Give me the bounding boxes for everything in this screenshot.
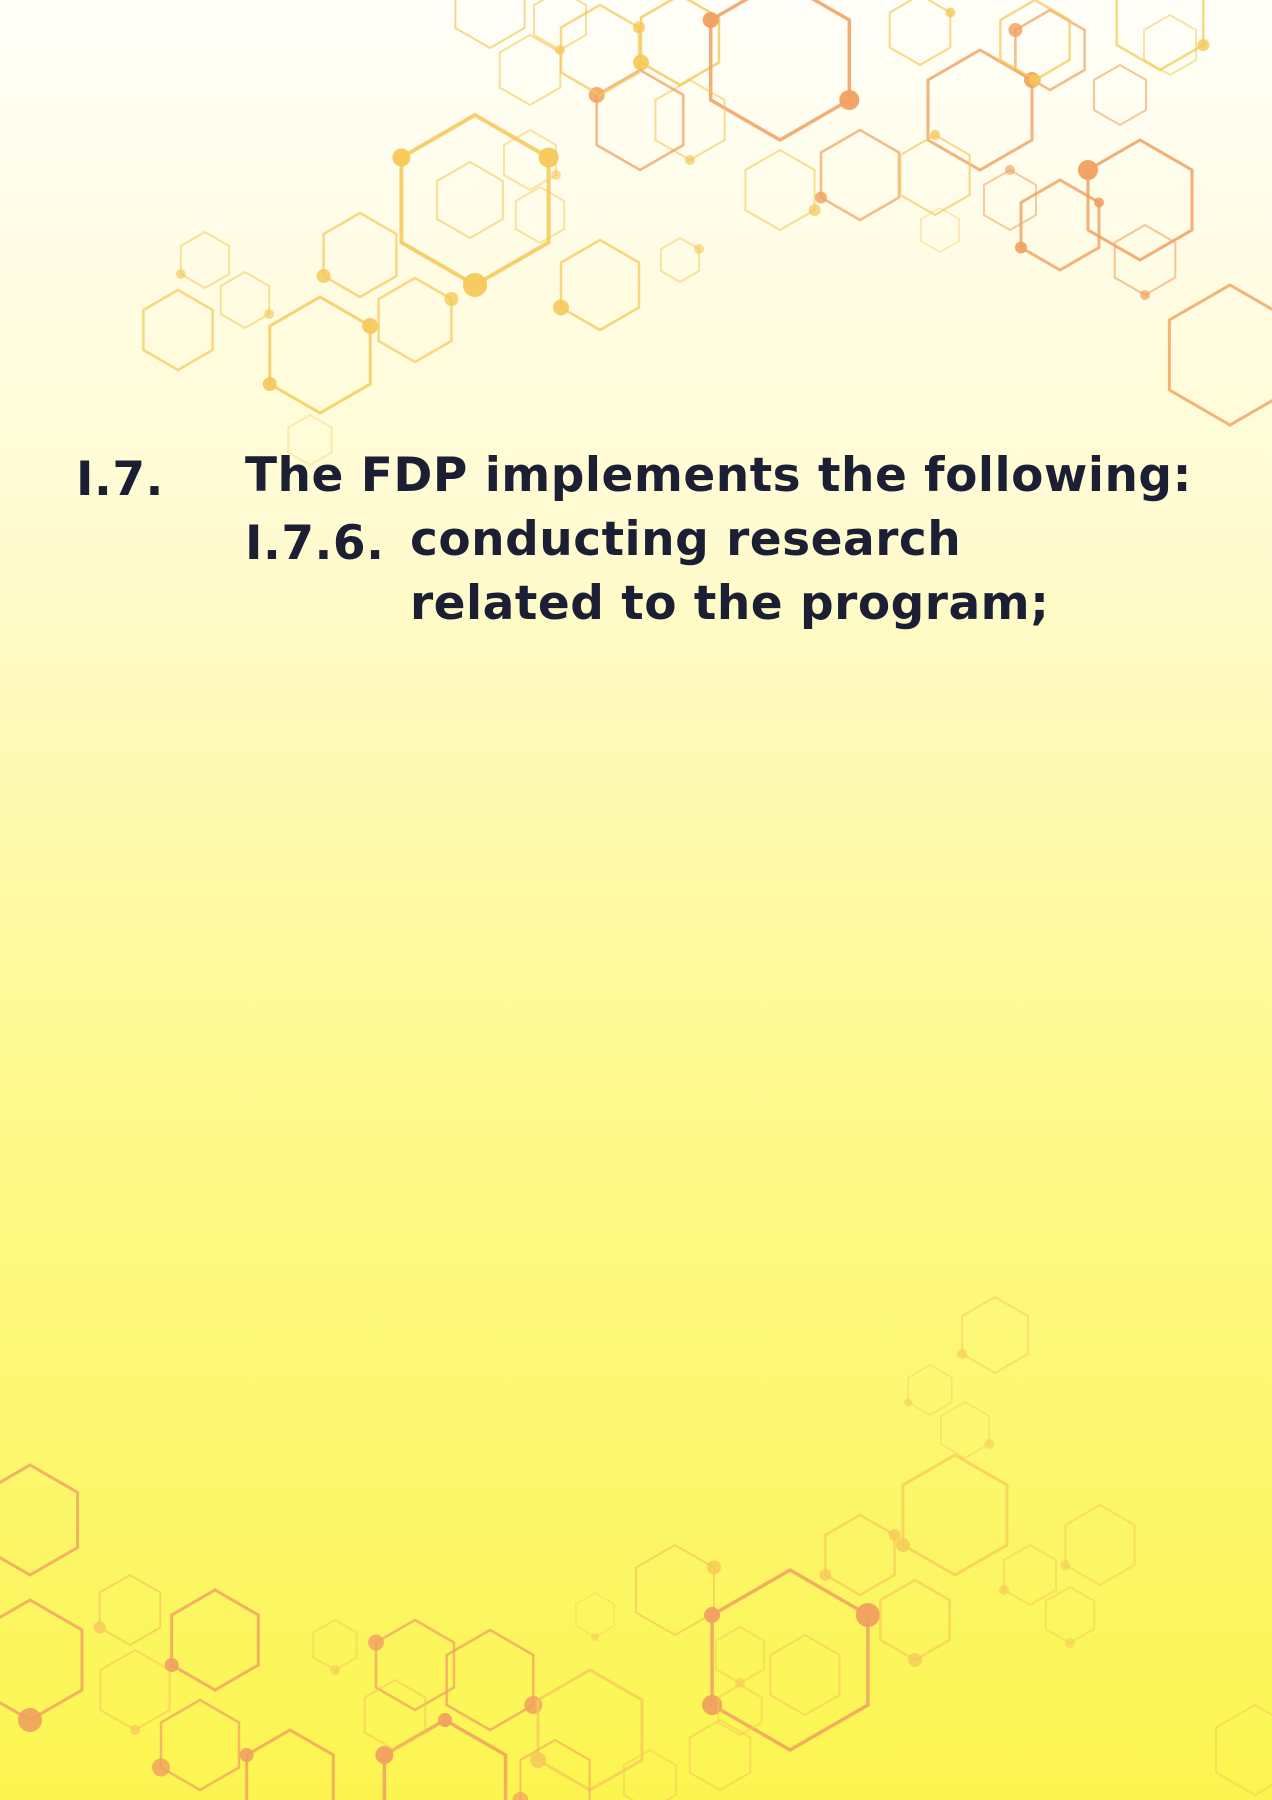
section-number: I.7. — [76, 452, 164, 507]
item-number: I.7.6. — [245, 516, 385, 571]
section-heading: The FDP implements the following: — [245, 448, 1192, 503]
item-text: conducting research related to the progr… — [410, 512, 1050, 631]
